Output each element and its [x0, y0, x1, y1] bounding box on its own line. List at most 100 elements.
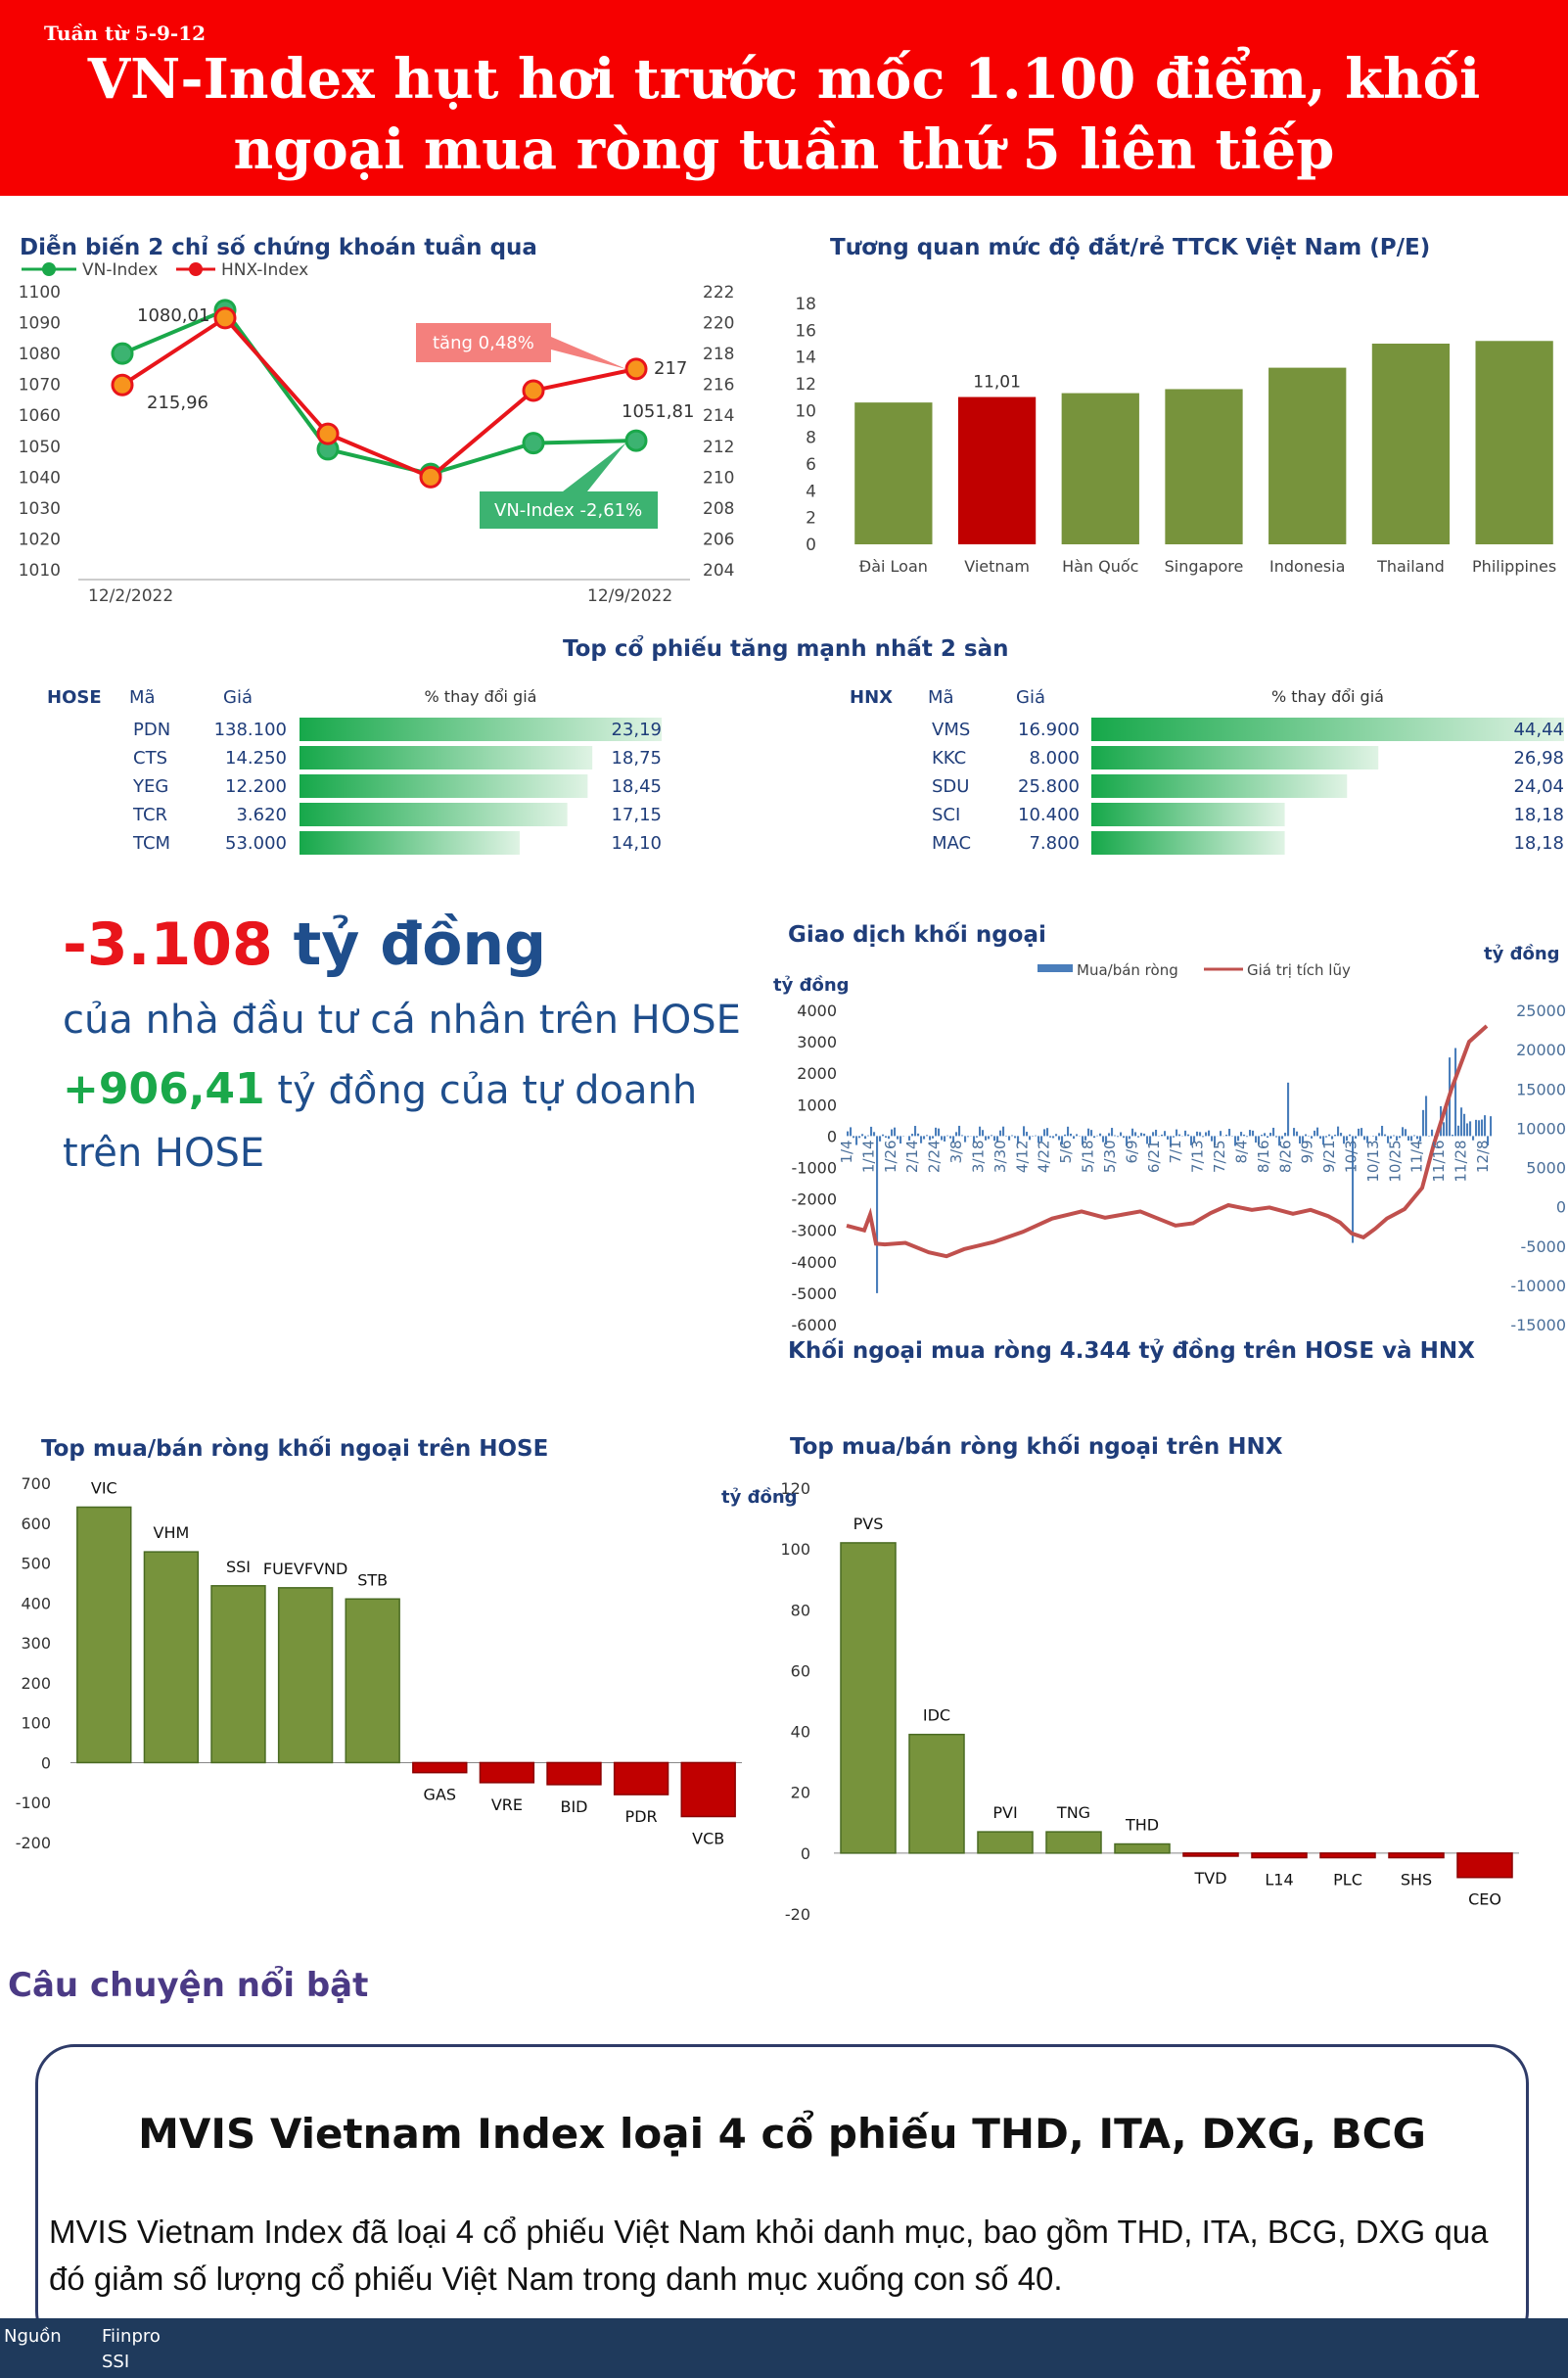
ff-net-bar — [946, 1135, 949, 1137]
label-hnx-end: 217 — [654, 358, 687, 379]
ff-x-label: 3/8 — [947, 1140, 965, 1163]
ff-net-bar — [1040, 1136, 1043, 1142]
hnx-foreign-title: Top mua/bán ròng khối ngoại trên HNX — [790, 1434, 1283, 1460]
callout-vn-box — [480, 443, 658, 529]
ff-x-label: 3/30 — [992, 1140, 1009, 1173]
ff-x-label: 1/4 — [838, 1140, 855, 1163]
right-tick-label: 206 — [703, 530, 734, 549]
gainers-row-code: KKC — [932, 748, 966, 769]
story-box — [35, 2044, 1529, 2351]
pe-tick-label: 4 — [806, 482, 816, 501]
pe-value-label: 11,01 — [973, 373, 1021, 393]
callout-hnx-text: tăng 0,48% — [433, 333, 534, 353]
ff-left-tick: 3000 — [797, 1033, 837, 1051]
fb-bar — [1388, 1852, 1445, 1859]
gainers-col-change: % thay đổi giá — [1271, 687, 1384, 706]
fb-tick-label: 100 — [21, 1714, 51, 1733]
ff-net-bar — [1484, 1115, 1487, 1137]
ff-net-bar — [1049, 1136, 1052, 1138]
ff-right-tick: 25000 — [1516, 1002, 1566, 1020]
ff-net-bar — [891, 1129, 894, 1137]
title-line-2: ngoại mua ròng tuần thứ 5 liên tiếp — [233, 117, 1335, 182]
ff-net-bar — [1325, 1136, 1328, 1138]
ff-net-bar — [1407, 1136, 1410, 1142]
ff-x-label: 9/9 — [1299, 1140, 1316, 1163]
ff-net-bar — [1360, 1128, 1363, 1137]
ff-net-bar — [1038, 1136, 1040, 1143]
series-point-hnx — [419, 465, 442, 489]
ff-net-bar — [1087, 1128, 1090, 1137]
fb-tick-label: 500 — [21, 1555, 51, 1573]
pe-bar — [1371, 344, 1451, 544]
ff-x-label: 10/25 — [1386, 1140, 1404, 1182]
individual-investor-net: -3.108 tỷ đồng — [63, 910, 546, 979]
ff-x-label: 5/18 — [1080, 1140, 1097, 1173]
ff-net-bar — [952, 1136, 955, 1142]
ff-net-bar — [935, 1127, 938, 1137]
ff-net-bar — [1334, 1135, 1337, 1137]
ff-net-bar — [894, 1127, 897, 1137]
left-tick-label: 1080 — [19, 345, 61, 364]
right-tick-label: 204 — [703, 561, 734, 581]
right-tick-label: 220 — [703, 314, 734, 334]
fb-category-label: BID — [560, 1797, 587, 1816]
gainers-row-change: 18,45 — [611, 776, 662, 797]
ff-x-label: 4/22 — [1036, 1140, 1053, 1173]
foreign-flow-chart: tỷ đồng tỷ đồng Mua/bán ròng Giá trị tích l… — [773, 944, 1566, 1334]
right-tick-label: 216 — [703, 376, 734, 396]
fb-category-label: TNG — [1056, 1803, 1090, 1822]
ff-x-label: 5/6 — [1057, 1140, 1075, 1163]
gainers-row-price: 14.250 — [225, 748, 287, 769]
ff-net-bar — [1355, 1136, 1358, 1139]
ff-net-bar — [985, 1136, 988, 1141]
ff-net-bar — [1167, 1136, 1170, 1140]
fb-bar — [680, 1761, 736, 1818]
amount-negative: -3.108 — [63, 910, 273, 979]
fb-tick-label: 100 — [780, 1540, 810, 1559]
right-tick-label: 212 — [703, 438, 734, 457]
ff-x-label: 6/21 — [1145, 1140, 1163, 1173]
fb-bar — [1114, 1842, 1171, 1854]
ff-net-bar — [1431, 1129, 1434, 1137]
ff-left-tick: -6000 — [792, 1316, 838, 1334]
ff-net-bar — [864, 1136, 867, 1140]
gainers-row-change: 14,10 — [611, 833, 662, 854]
fb-bar — [908, 1733, 965, 1854]
gainers-row-bar — [1091, 803, 1285, 826]
left-tick-label: 1100 — [19, 283, 61, 303]
gainers-row-code: MAC — [932, 833, 971, 854]
fb-bar — [1045, 1831, 1102, 1854]
series-point-hnx — [624, 357, 648, 381]
ff-net-bar — [1026, 1132, 1029, 1137]
ff-net-bar — [938, 1128, 941, 1137]
fb-tick-label: 0 — [801, 1844, 810, 1863]
ff-net-bar — [888, 1136, 891, 1140]
ff-net-bar — [1008, 1136, 1011, 1141]
ff-net-bar — [861, 1134, 864, 1137]
amount-unit: tỷ đồng — [293, 910, 547, 979]
ff-net-bar — [1058, 1136, 1061, 1141]
fb-category-label: VRE — [491, 1795, 523, 1814]
fb-bar — [76, 1506, 132, 1764]
fb-bar — [1182, 1852, 1239, 1857]
hnx-unit-label: tỷ đồng — [721, 1487, 798, 1508]
ff-net-bar — [1126, 1136, 1129, 1146]
ff-net-bar — [1258, 1136, 1261, 1145]
fb-bar — [546, 1761, 602, 1786]
fb-category-label: FUEVFVND — [263, 1560, 347, 1578]
gainers-row-code: TCR — [132, 805, 167, 825]
left-tick-label: 1070 — [19, 376, 61, 396]
gainers-row-code: YEG — [132, 776, 168, 797]
ff-x-label: 6/9 — [1123, 1140, 1140, 1163]
pe-tick-label: 12 — [795, 375, 816, 395]
footer-source-2: SSI — [102, 2352, 130, 2372]
ff-net-bar — [1390, 1136, 1393, 1139]
fb-tick-label: 400 — [21, 1594, 51, 1612]
fb-bar — [210, 1585, 266, 1764]
ff-net-bar — [982, 1130, 985, 1137]
ff-net-bar — [1346, 1136, 1349, 1142]
ff-left-tick: -2000 — [792, 1190, 838, 1209]
pe-tick-label: 8 — [806, 429, 816, 448]
ff-net-bar — [1084, 1136, 1087, 1141]
ff-net-bar — [1305, 1134, 1308, 1137]
